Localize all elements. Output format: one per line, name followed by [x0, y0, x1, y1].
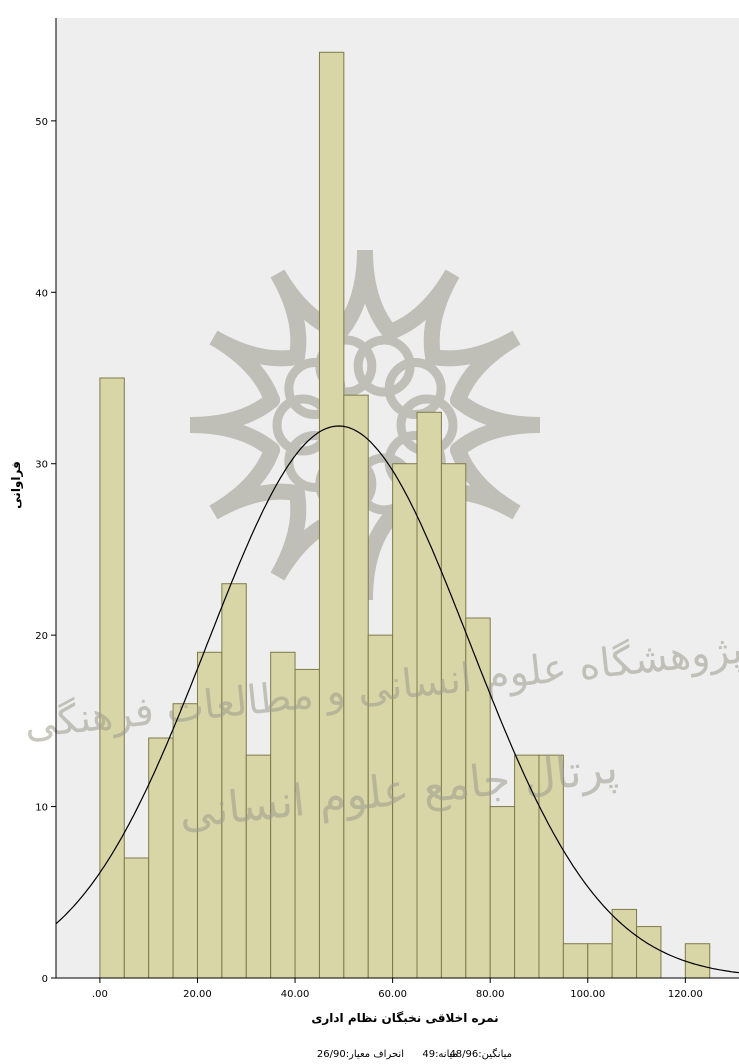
rosette-petal: [449, 392, 541, 458]
x-tick-label: 40.00: [281, 989, 310, 1000]
normal-curve: [55, 425, 739, 974]
y-axis-ticks: 0 10 20 30 40 50: [35, 117, 56, 985]
histogram-bar: [221, 583, 247, 979]
stat-sd: انحراف معیار:26/90: [317, 1049, 404, 1060]
x-tick-label: 80.00: [476, 989, 505, 1000]
histogram-bar: [318, 51, 345, 979]
rosette-petal: [425, 330, 521, 409]
y-tick-label: 30: [35, 460, 48, 471]
x-tick-label: 120.00: [668, 989, 703, 1000]
histogram-bar: [465, 617, 491, 979]
x-tick-label: 60.00: [378, 989, 407, 1000]
histogram-bar: [123, 857, 150, 979]
bars-group: [99, 51, 711, 979]
histogram-bar: [343, 394, 369, 979]
x-axis-ticks: .00 20.00 40.00 60.00 80.00 100.00 120.00: [92, 978, 703, 1000]
histogram-bar: [172, 703, 198, 979]
summary-stats: میانگین:48/96 میانه:49 انحراف معیار:26/9…: [317, 1048, 512, 1060]
histogram-bar: [294, 668, 320, 979]
y-tick-label: 50: [35, 117, 48, 128]
histogram-bar: [416, 411, 442, 979]
histogram-bar: [514, 754, 540, 979]
histogram-bar: [611, 908, 638, 979]
histogram-bar: [245, 754, 272, 979]
y-tick-label: 0: [42, 974, 48, 985]
histogram-bar: [196, 651, 223, 979]
histogram-bar: [99, 377, 125, 979]
rosette-petal: [189, 392, 281, 458]
histogram-bar: [148, 737, 174, 979]
stat-mean: میانگین:48/96: [449, 1048, 512, 1060]
rosette-petal: [209, 330, 305, 409]
histogram-bar: [562, 943, 589, 979]
histogram-bar: [367, 634, 394, 979]
y-tick-label: 10: [35, 803, 48, 814]
x-axis-title: نمره اخلاقی نخبگان نظام اداری: [311, 1011, 498, 1026]
histogram-bar: [636, 926, 662, 979]
histogram-bar: [489, 806, 516, 979]
rosette-petal: [332, 249, 398, 341]
stat-median: میانه:49: [422, 1049, 458, 1060]
histogram-bar: [587, 943, 613, 979]
rosette-petal: [209, 441, 305, 520]
histogram-bar: [440, 463, 467, 979]
histogram-bar: [392, 463, 418, 979]
rosette-petal: [381, 269, 460, 365]
x-tick-label: 100.00: [570, 989, 605, 1000]
histogram-bar: [538, 754, 564, 979]
y-axis-title: فراوانی: [9, 461, 24, 509]
histogram-bar: [684, 943, 711, 979]
x-tick-label: .00: [92, 989, 108, 1000]
y-tick-label: 40: [35, 288, 48, 299]
histogram-bar: [270, 651, 296, 979]
rosette-ring: [384, 358, 446, 420]
y-tick-label: 20: [35, 631, 48, 642]
x-tick-label: 20.00: [183, 989, 212, 1000]
